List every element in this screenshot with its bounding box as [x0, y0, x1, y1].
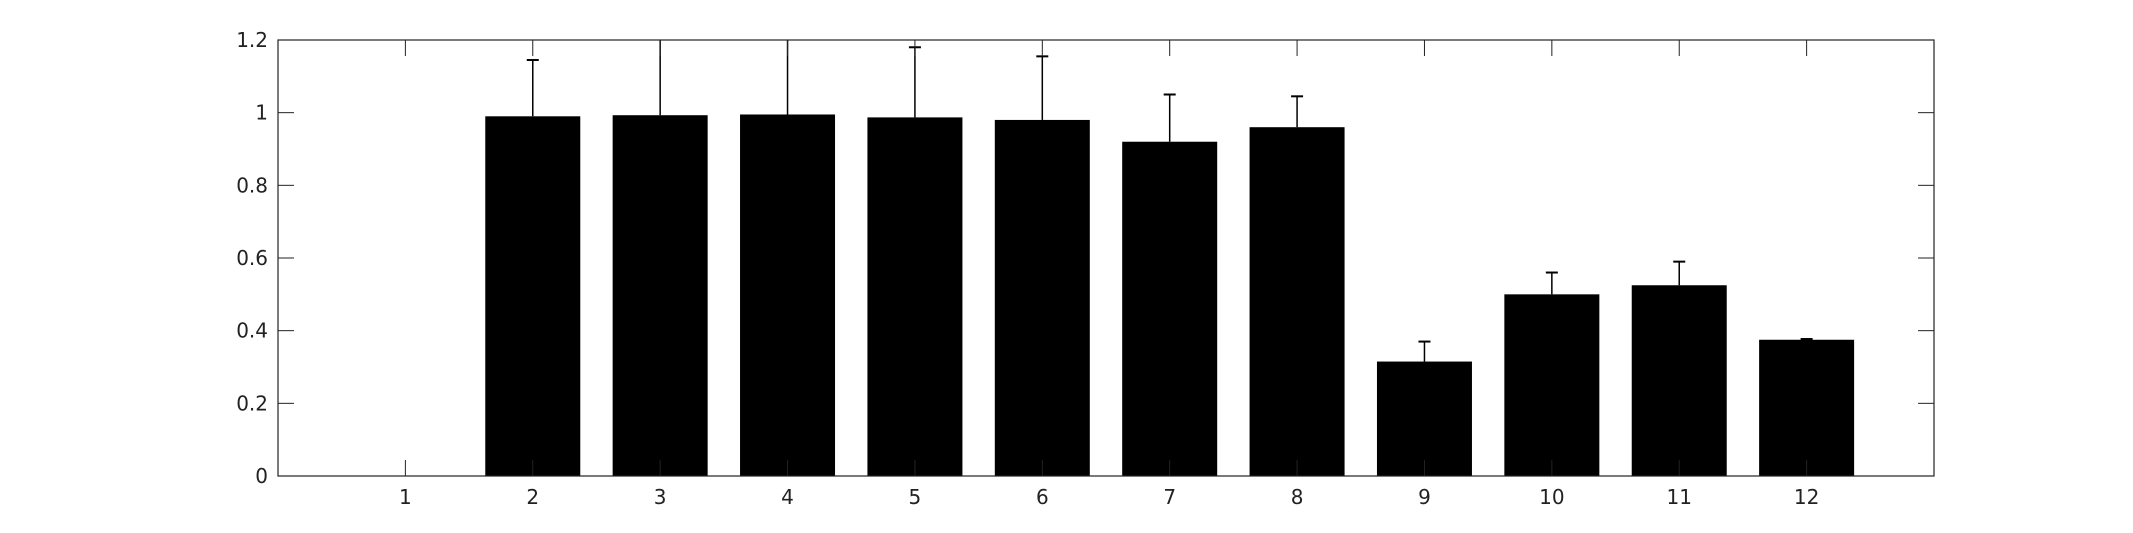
y-tick-label: 0.8: [236, 173, 268, 197]
x-tick-label: 3: [654, 485, 667, 509]
bar-4: [740, 114, 836, 476]
y-tick-label: 1: [255, 101, 268, 125]
bar-12: [1759, 339, 1855, 476]
y-tick-label: 1.2: [236, 28, 268, 52]
x-tick-label: 9: [1418, 485, 1431, 509]
bar-8: [1249, 127, 1345, 476]
bar-9: [1376, 361, 1472, 476]
x-tick-label: 12: [1794, 485, 1819, 509]
bar-6: [994, 119, 1090, 476]
x-tick-label: 8: [1291, 485, 1304, 509]
bar-3: [612, 115, 708, 477]
bar-5: [867, 117, 963, 476]
x-tick-label: 5: [909, 485, 922, 509]
bar-2: [485, 116, 581, 477]
bar-10: [1504, 294, 1600, 476]
x-tick-label: 11: [1667, 485, 1692, 509]
x-tick-label: 2: [526, 485, 539, 509]
x-tick-label: 6: [1036, 485, 1049, 509]
y-tick-label: 0.6: [236, 246, 268, 270]
plot-area: 00.20.40.60.811.21 2 3 4 5 6 7 8 9 10 11 12: [236, 28, 1935, 509]
x-tick-label: 10: [1539, 485, 1564, 509]
x-tick-label: 4: [781, 485, 794, 509]
bar-11: [1631, 285, 1727, 476]
x-tick-label: 7: [1163, 485, 1176, 509]
x-tick-label: 1: [399, 485, 412, 509]
y-tick-label: 0: [255, 464, 268, 488]
y-tick-label: 0.4: [236, 319, 268, 343]
y-tick-label: 0.2: [236, 391, 268, 415]
bar-7: [1122, 141, 1218, 476]
